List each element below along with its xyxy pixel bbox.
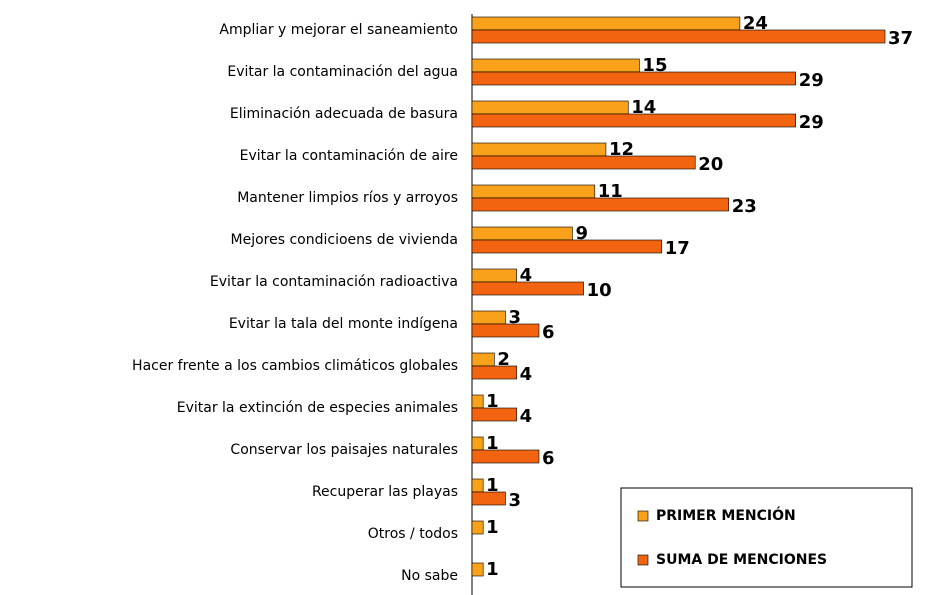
bar [471, 100, 629, 115]
category-label: No sabe [401, 568, 458, 584]
category-label: Mantener limpios ríos y arroyos [237, 190, 458, 206]
category-label: Hacer frente a los cambios climáticos gl… [132, 358, 458, 374]
value-label: 29 [799, 70, 824, 91]
bar [471, 491, 506, 506]
value-label: 4 [520, 364, 533, 385]
bar [471, 449, 540, 464]
value-label: 3 [508, 490, 521, 511]
bar [471, 29, 886, 44]
bar [471, 394, 484, 409]
value-label: 6 [542, 448, 555, 469]
legend-swatch [637, 510, 649, 522]
category-label: Otros / todos [368, 526, 458, 542]
bar [471, 323, 540, 338]
value-label: 23 [732, 196, 757, 217]
value-label: 1 [486, 391, 499, 412]
value-label: 17 [665, 238, 690, 259]
bar [471, 226, 573, 241]
category-label: Eliminación adecuada de basura [230, 106, 458, 122]
bar [471, 436, 484, 451]
value-label: 4 [520, 265, 533, 286]
category-label: Ampliar y mejorar el saneamiento [219, 22, 458, 38]
category-label: Evitar la tala del monte indígena [229, 316, 458, 332]
bar [471, 58, 640, 73]
category-label: Evitar la contaminación del agua [227, 64, 458, 80]
bar [471, 142, 607, 157]
bar [471, 562, 484, 577]
bar [471, 155, 696, 170]
value-label: 4 [520, 406, 533, 427]
value-label: 1 [486, 517, 499, 538]
category-label: Evitar la contaminación de aire [240, 148, 458, 164]
value-label: 9 [575, 223, 588, 244]
value-label: 6 [542, 322, 555, 343]
value-label: 1 [486, 433, 499, 454]
bar [471, 268, 517, 283]
value-label: 15 [642, 55, 667, 76]
bar [471, 407, 517, 422]
value-label: 1 [486, 475, 499, 496]
value-label: 11 [598, 181, 623, 202]
value-label: 29 [799, 112, 824, 133]
bar [471, 365, 517, 380]
category-label: Evitar la contaminación radioactiva [210, 274, 458, 290]
value-label: 10 [587, 280, 612, 301]
value-label: 37 [888, 28, 913, 49]
bar [471, 71, 797, 86]
bar [471, 478, 484, 493]
bar [471, 281, 584, 296]
value-label: 14 [631, 97, 656, 118]
value-label: 1 [486, 559, 499, 580]
legend-label: SUMA DE MENCIONES [656, 552, 827, 568]
legend-box [620, 487, 913, 588]
category-label: Recuperar las playas [312, 484, 458, 500]
legend-swatch [637, 554, 649, 566]
bar [471, 352, 495, 367]
legend-label: PRIMER MENCIÓN [656, 506, 796, 524]
value-label: 24 [743, 13, 768, 34]
value-label: 20 [698, 154, 723, 175]
category-label: Mejores condicioens de vivienda [231, 232, 459, 248]
bar [471, 16, 741, 31]
bar [471, 113, 797, 128]
category-label: Evitar la extinción de especies animales [177, 400, 458, 416]
category-label: Conservar los paisajes naturales [230, 442, 458, 458]
bar [471, 239, 663, 254]
bar [471, 184, 596, 199]
value-label: 3 [508, 307, 521, 328]
bar [471, 197, 730, 212]
value-label: 2 [497, 349, 510, 370]
bar [471, 310, 506, 325]
value-label: 12 [609, 139, 634, 160]
bar [471, 520, 484, 535]
